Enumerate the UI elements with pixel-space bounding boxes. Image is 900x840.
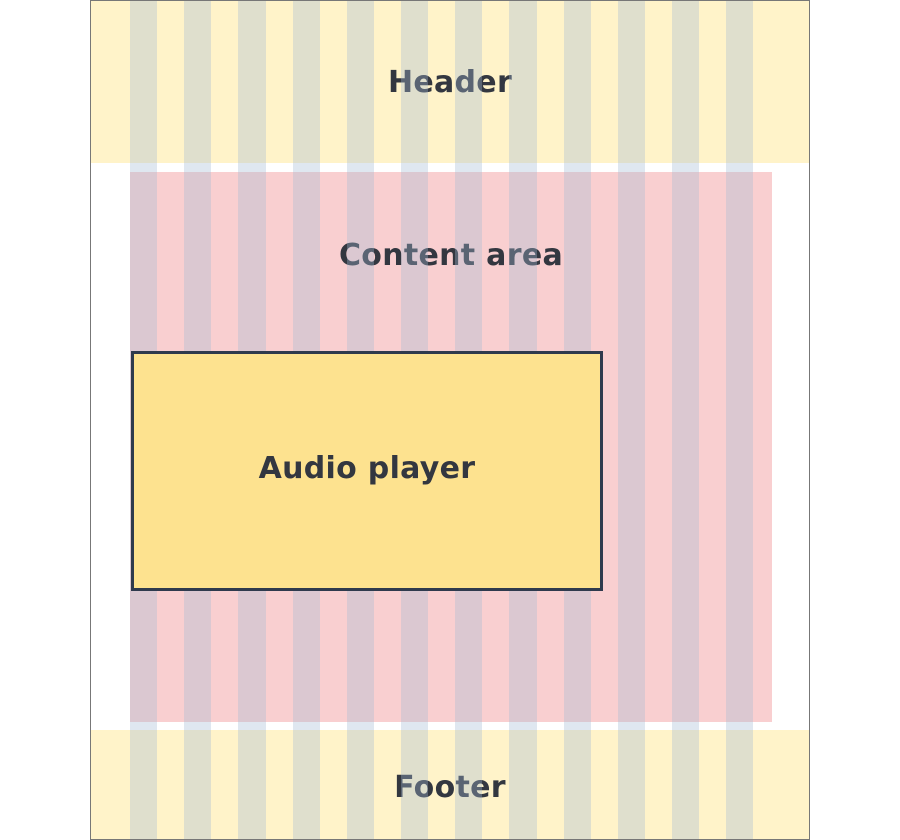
audio-player-label: Audio player (258, 450, 476, 486)
audio-player-block: Audio player (131, 351, 603, 591)
footer-region: Footer (91, 730, 809, 839)
content-area-label: Content area (338, 238, 564, 273)
layout-diagram: Header Content area Footer Audio player (90, 0, 810, 840)
header-region: Header (91, 1, 809, 163)
footer-label: Footer (394, 770, 506, 805)
header-label: Header (387, 64, 513, 100)
